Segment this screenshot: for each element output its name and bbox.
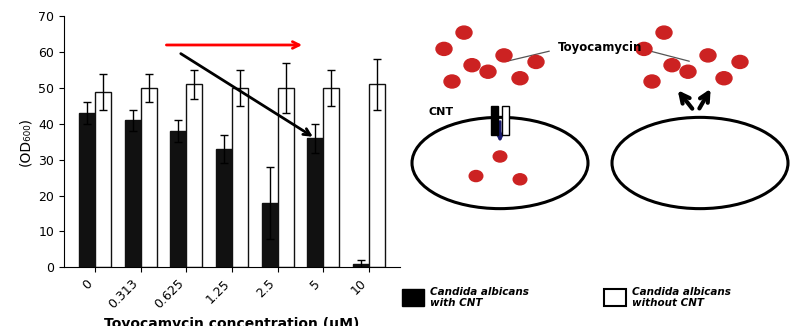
Circle shape — [444, 75, 460, 88]
Bar — [79, 113, 95, 267]
Circle shape — [680, 65, 696, 78]
Text: CNT: CNT — [429, 108, 454, 117]
Bar — [491, 106, 498, 135]
Circle shape — [644, 75, 660, 88]
Bar — [307, 138, 323, 267]
Bar — [170, 131, 186, 267]
Bar — [402, 289, 424, 306]
Circle shape — [514, 174, 526, 185]
Bar — [95, 92, 111, 267]
Bar — [186, 84, 202, 267]
Bar — [278, 88, 294, 267]
Bar — [369, 84, 385, 267]
Bar — [216, 149, 232, 267]
Bar — [353, 264, 369, 267]
Circle shape — [496, 49, 512, 62]
Circle shape — [664, 59, 680, 72]
Bar — [125, 120, 141, 267]
Bar — [262, 203, 278, 267]
Circle shape — [469, 170, 483, 182]
Circle shape — [716, 72, 732, 85]
Circle shape — [480, 65, 496, 78]
Bar — [502, 106, 509, 135]
Bar — [232, 88, 248, 267]
Circle shape — [732, 55, 748, 68]
Circle shape — [436, 42, 452, 55]
Circle shape — [636, 42, 652, 55]
Circle shape — [656, 26, 672, 39]
Y-axis label: (OD₆₀₀): (OD₆₀₀) — [18, 117, 33, 166]
Circle shape — [464, 59, 480, 72]
Text: Candida albicans
without CNT: Candida albicans without CNT — [632, 287, 731, 308]
Text: Toyocamycin: Toyocamycin — [558, 41, 642, 54]
Circle shape — [700, 49, 716, 62]
Circle shape — [456, 26, 472, 39]
Circle shape — [528, 55, 544, 68]
Bar — [323, 88, 339, 267]
Circle shape — [512, 72, 528, 85]
Bar — [141, 88, 157, 267]
X-axis label: Toyocamycin concentration (μM): Toyocamycin concentration (μM) — [104, 317, 360, 326]
Text: Candida albicans
with CNT: Candida albicans with CNT — [430, 287, 529, 308]
Bar — [604, 289, 626, 306]
Circle shape — [493, 151, 507, 162]
